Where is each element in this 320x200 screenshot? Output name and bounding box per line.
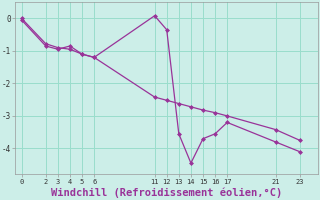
X-axis label: Windchill (Refroidissement éolien,°C): Windchill (Refroidissement éolien,°C) [51, 187, 282, 198]
